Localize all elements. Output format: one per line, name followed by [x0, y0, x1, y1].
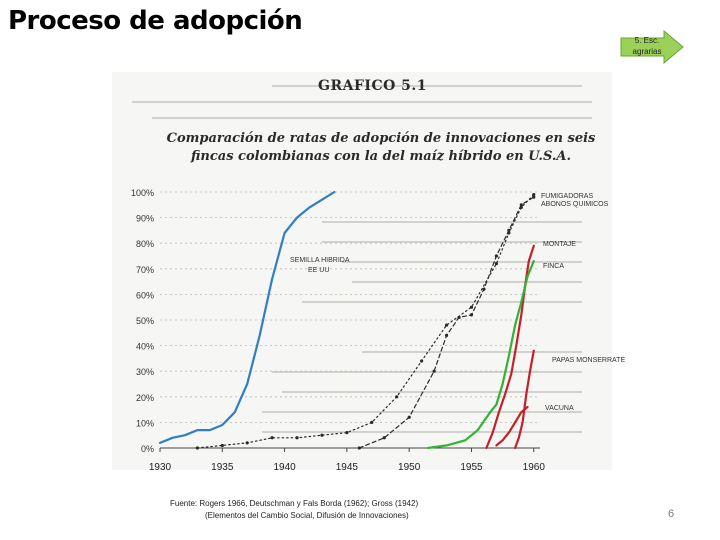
- x-tick-label: 1955: [460, 462, 483, 473]
- series-point-2: [482, 287, 486, 291]
- series-point-2: [469, 313, 474, 317]
- y-tick-label: 40%: [136, 342, 154, 352]
- source-line-1: Fuente: Rogers 1966, Deutschman y Fals B…: [170, 499, 419, 508]
- series-point-2: [432, 369, 436, 373]
- series-point-1: [395, 395, 399, 399]
- arrow-right-icon: [620, 30, 684, 64]
- y-tick-label: 0%: [141, 444, 154, 454]
- x-tick-label: 1960: [523, 462, 546, 473]
- series-line-2: [358, 196, 535, 449]
- series-line-6: [495, 405, 529, 447]
- series-point-2: [519, 203, 523, 207]
- series-annotation-label: PAPAS MONSERRATE: [552, 357, 625, 364]
- chart-title: GRAFICO 5.1: [318, 78, 428, 94]
- series-point-1: [469, 305, 474, 309]
- series-line-4: [426, 260, 535, 450]
- series-annotation-label: SEMILLA HIBRIDA: [290, 257, 350, 264]
- y-tick-label: 60%: [136, 290, 154, 300]
- series-line-0: [158, 190, 336, 444]
- series-point-1: [195, 446, 199, 450]
- series-point-1: [420, 359, 424, 363]
- source-line-2: (Elementos del Cambio Social, Difusión d…: [205, 511, 409, 520]
- series-point-1: [295, 436, 299, 440]
- x-tick-label: 1940: [273, 462, 296, 473]
- x-tick-label: 1930: [149, 462, 172, 473]
- source-citation: Fuente: Rogers 1966, Deutschman y Fals B…: [170, 498, 470, 522]
- series-point-2: [532, 195, 536, 199]
- y-tick-label: 70%: [136, 265, 154, 275]
- series-point-1: [220, 443, 224, 448]
- series-point-2: [444, 333, 449, 337]
- series-point-2: [382, 436, 386, 440]
- bleed-through-text-texture: [132, 85, 592, 433]
- slide-title: Proceso de adopción: [8, 6, 303, 36]
- y-tick-label: 10%: [136, 418, 154, 428]
- series-point-1: [532, 192, 536, 197]
- x-tick-label: 1950: [398, 462, 421, 473]
- series-point-1: [270, 436, 274, 440]
- series-point-1: [320, 433, 324, 437]
- series-annotation-label: EE UU: [308, 267, 329, 274]
- next-section-arrow-button[interactable]: 5. Esc. agrarias: [620, 30, 684, 64]
- page-number: 6: [668, 508, 675, 520]
- series-annotation-label: VACUNA: [545, 405, 574, 412]
- series-point-2: [507, 228, 511, 232]
- series-line-1: [196, 194, 535, 449]
- series-point-2: [407, 415, 411, 419]
- x-tick-label: 1935: [211, 462, 234, 473]
- y-tick-label: 30%: [136, 367, 154, 377]
- y-tick-label: 50%: [136, 316, 154, 326]
- series-point-1: [444, 323, 449, 327]
- next-section-label: 5. Esc. agrarias: [632, 36, 662, 56]
- series-line-3: [485, 244, 535, 450]
- y-tick-label: 20%: [136, 393, 154, 403]
- y-tick-label: 90%: [136, 214, 154, 224]
- series-point-1: [370, 420, 374, 424]
- y-tick-label: 80%: [136, 239, 154, 249]
- series-point-2: [357, 446, 361, 450]
- series-point-2: [457, 315, 461, 320]
- y-tick-label: 100%: [131, 188, 154, 198]
- series-point-2: [494, 254, 498, 258]
- x-tick-label: 1945: [336, 462, 359, 473]
- series-annotation-label: MONTAJE: [543, 241, 576, 248]
- series-annotation-label: FUMIGADORAS: [541, 193, 593, 200]
- series-annotation-label: ABONOS QUIMICOS: [541, 201, 609, 208]
- series-line-5: [514, 349, 535, 450]
- series-point-1: [494, 262, 498, 266]
- series-point-1: [245, 441, 249, 445]
- series-point-1: [345, 431, 349, 435]
- chart-subtitle: Comparación de ratas de adopción de inno…: [166, 131, 596, 164]
- series-annotation-label: FINCA: [543, 263, 564, 270]
